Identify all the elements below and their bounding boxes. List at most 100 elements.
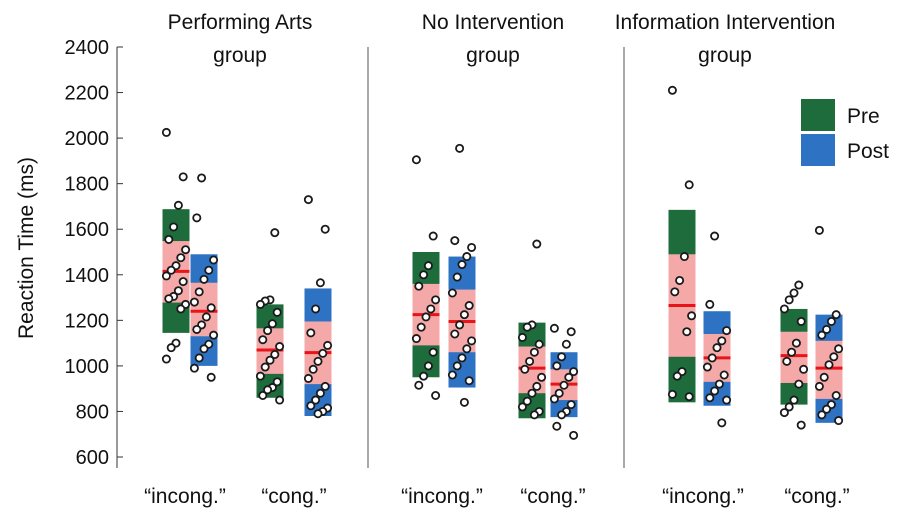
data-point bbox=[311, 304, 321, 314]
data-point bbox=[817, 330, 827, 340]
data-point bbox=[684, 392, 694, 402]
data-point bbox=[166, 343, 176, 353]
data-point bbox=[822, 324, 832, 334]
data-point bbox=[164, 294, 174, 304]
panel-title-line: Information Intervention bbox=[615, 11, 836, 34]
series-incong-post bbox=[702, 231, 732, 428]
data-point bbox=[204, 265, 214, 275]
data-point bbox=[255, 299, 265, 309]
data-point bbox=[557, 410, 567, 420]
data-point bbox=[529, 410, 539, 420]
data-point bbox=[779, 408, 789, 418]
data-point bbox=[258, 390, 268, 400]
data-point bbox=[549, 323, 559, 333]
data-point bbox=[176, 304, 186, 314]
data-point bbox=[206, 303, 216, 313]
series-cong-post bbox=[303, 195, 333, 419]
data-point bbox=[199, 274, 209, 284]
data-point bbox=[675, 275, 685, 285]
panel-title-line: group bbox=[698, 44, 752, 67]
data-point bbox=[308, 364, 318, 374]
data-point bbox=[260, 362, 270, 372]
data-point bbox=[411, 155, 421, 165]
y-axis-label: Reaction Time (ms) bbox=[15, 157, 38, 339]
data-point bbox=[796, 420, 806, 430]
series-cong-pre bbox=[517, 239, 547, 420]
data-point bbox=[784, 295, 794, 305]
data-point bbox=[569, 367, 579, 377]
data-point bbox=[707, 353, 717, 363]
data-point bbox=[566, 400, 576, 410]
series-cong-post bbox=[549, 323, 579, 440]
data-point bbox=[194, 353, 204, 363]
data-point bbox=[306, 401, 316, 411]
panel-title-line: No Intervention bbox=[422, 11, 564, 34]
data-point bbox=[303, 195, 313, 205]
legend-label-post: Post bbox=[847, 140, 889, 163]
data-point bbox=[311, 395, 321, 405]
y-tick-label: 1200 bbox=[65, 310, 110, 332]
data-point bbox=[549, 394, 559, 404]
data-point bbox=[564, 372, 574, 382]
data-point bbox=[714, 379, 724, 389]
data-point bbox=[464, 376, 474, 386]
data-point bbox=[831, 310, 841, 320]
data-point bbox=[834, 416, 844, 426]
data-point bbox=[315, 388, 325, 398]
data-point bbox=[529, 347, 539, 357]
series-incong-post bbox=[447, 143, 477, 407]
data-point bbox=[452, 361, 462, 371]
data-point bbox=[799, 364, 809, 374]
data-point bbox=[569, 430, 579, 440]
data-point bbox=[687, 311, 697, 321]
data-point bbox=[209, 330, 219, 340]
data-point bbox=[178, 277, 188, 287]
data-point bbox=[722, 395, 732, 405]
y-tick-label: 2000 bbox=[65, 128, 110, 150]
data-point bbox=[829, 352, 839, 362]
data-point bbox=[455, 320, 465, 330]
panel-2: No Intervention group “incong.” “cong.” bbox=[401, 11, 586, 508]
data-point bbox=[826, 316, 836, 326]
category-label: “incong.” bbox=[401, 485, 483, 508]
data-point bbox=[306, 328, 316, 338]
data-point bbox=[517, 332, 527, 342]
data-point bbox=[275, 342, 285, 352]
data-point bbox=[552, 361, 562, 371]
category-label: “cong.” bbox=[261, 485, 326, 508]
data-point bbox=[263, 385, 273, 395]
data-point bbox=[315, 278, 325, 288]
data-point bbox=[459, 310, 469, 320]
data-point bbox=[431, 390, 441, 400]
data-point bbox=[173, 200, 183, 210]
data-point bbox=[201, 312, 211, 322]
data-point bbox=[176, 253, 186, 263]
data-point bbox=[702, 362, 712, 372]
data-point bbox=[682, 327, 692, 337]
data-point bbox=[566, 327, 576, 337]
data-point bbox=[414, 380, 424, 390]
data-point bbox=[323, 340, 333, 350]
data-point bbox=[166, 265, 176, 275]
data-point bbox=[527, 388, 537, 398]
data-point bbox=[189, 363, 199, 373]
data-point bbox=[161, 354, 171, 364]
data-point bbox=[679, 252, 689, 262]
data-point bbox=[814, 225, 824, 235]
series-incong-pre bbox=[161, 127, 191, 364]
data-point bbox=[263, 326, 273, 336]
data-point bbox=[416, 322, 426, 332]
data-point bbox=[181, 245, 191, 255]
data-point bbox=[419, 371, 429, 381]
data-point bbox=[272, 307, 282, 317]
y-tick-label: 2200 bbox=[65, 83, 110, 105]
data-point bbox=[450, 236, 460, 246]
series-incong-pre bbox=[667, 85, 697, 403]
y-tick-label: 2400 bbox=[65, 37, 110, 59]
data-point bbox=[672, 371, 682, 381]
panel-title-line: group bbox=[213, 44, 267, 67]
y-tick-label: 600 bbox=[76, 447, 109, 469]
data-point bbox=[554, 388, 564, 398]
data-point bbox=[525, 356, 535, 366]
